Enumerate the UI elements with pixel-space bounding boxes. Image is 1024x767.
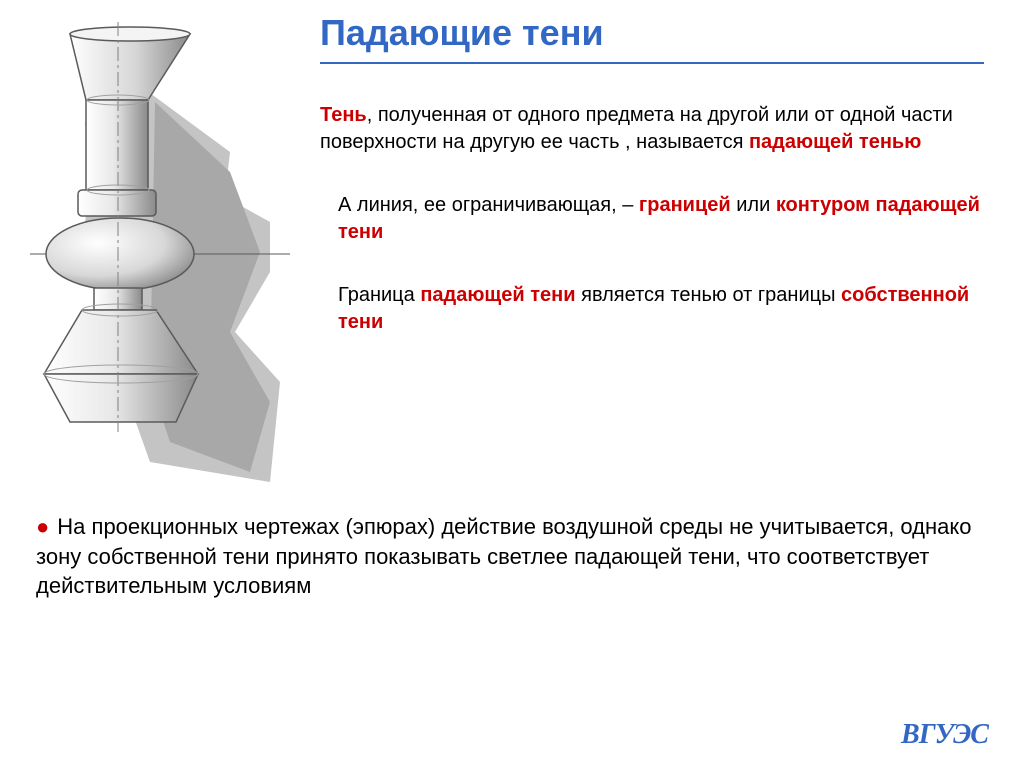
bottom-paragraph: ●На проекционных чертежах (эпюрах) дейст… <box>30 512 994 601</box>
p3-a: Граница <box>338 284 420 306</box>
bullet-icon: ● <box>36 514 57 539</box>
text-column: Тень, полученная от одного предмета на д… <box>320 92 994 372</box>
logo: ВГУЭС <box>901 719 988 751</box>
p2-a: А линия, ее ограничивающая, – <box>338 194 639 216</box>
term-cast-shadow: падающей тенью <box>749 131 921 153</box>
p2-b: или <box>731 194 776 216</box>
term-cast-shadow-2: падающей тени <box>420 284 575 306</box>
page-title: Падающие тени <box>320 12 994 54</box>
slide: Падающие тени <box>0 0 1024 767</box>
title-underline <box>320 62 984 64</box>
term-boundary: границей <box>639 194 731 216</box>
definition-paragraph: Тень, полученная от одного предмета на д… <box>320 102 994 156</box>
p3-b: является тенью от границы <box>576 284 841 306</box>
relation-paragraph: Граница падающей тени является тенью от … <box>338 282 994 336</box>
content-row: Тень, полученная от одного предмета на д… <box>30 92 994 502</box>
term-shadow: Тень <box>320 104 367 126</box>
bottom-text: На проекционных чертежах (эпюрах) действ… <box>36 514 972 598</box>
shadow-diagram <box>30 22 290 502</box>
boundary-paragraph: А линия, ее ограничивающая, – границей и… <box>338 192 994 246</box>
